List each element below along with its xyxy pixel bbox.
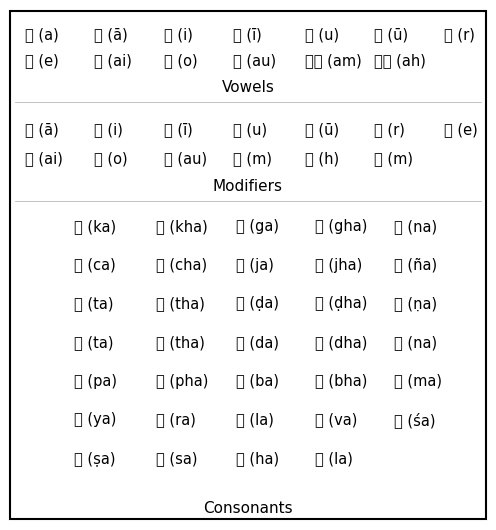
Text: घ (gha): घ (gha)	[315, 219, 368, 234]
Text: Consonants: Consonants	[203, 501, 293, 516]
Text: ड (ḍa): ड (ḍa)	[236, 296, 279, 311]
Text: अः (ah): अः (ah)	[374, 54, 427, 68]
Text: ध (dha): ध (dha)	[315, 335, 368, 350]
Text: ठ (tha): ठ (tha)	[156, 296, 205, 311]
Text: द (da): द (da)	[236, 335, 279, 350]
Text: ग (ga): ग (ga)	[236, 219, 279, 234]
Text: य (ya): य (ya)	[74, 412, 117, 427]
Text: ढ (ḍha): ढ (ḍha)	[315, 296, 368, 311]
Text: ई (ī): ई (ī)	[233, 27, 262, 42]
Text: थ (tha): थ (tha)	[156, 335, 205, 350]
Text: Vowels: Vowels	[222, 80, 274, 95]
Text: इ (i): इ (i)	[164, 27, 192, 42]
Text: ि (i): ि (i)	[94, 122, 123, 137]
Text: श (śa): श (śa)	[394, 412, 436, 428]
Text: ङ (na): ङ (na)	[394, 219, 437, 234]
Text: ा (ā): ा (ā)	[25, 122, 59, 137]
Text: ञ (ña): ञ (ña)	[394, 258, 437, 272]
Text: क (ka): क (ka)	[74, 219, 117, 234]
Text: च (ca): च (ca)	[74, 258, 116, 272]
Text: ट (ta): ट (ta)	[74, 296, 114, 311]
Text: ं (m): ं (m)	[233, 152, 272, 166]
Text: उ (u): उ (u)	[305, 27, 339, 42]
Text: ऋ (r): ऋ (r)	[444, 27, 475, 42]
Text: ख (kha): ख (kha)	[156, 219, 208, 234]
Text: ब (ba): ब (ba)	[236, 374, 279, 388]
Text: ु (u): ु (u)	[233, 122, 267, 137]
Text: भ (bha): भ (bha)	[315, 374, 368, 388]
Text: ऐ (ai): ऐ (ai)	[94, 54, 132, 68]
Text: ह (ha): ह (ha)	[236, 451, 279, 466]
Text: Modifiers: Modifiers	[213, 179, 283, 194]
Text: आ (ā): आ (ā)	[94, 27, 128, 42]
Text: ै (ai): ै (ai)	[25, 152, 62, 166]
Text: ओ (o): ओ (o)	[164, 54, 197, 68]
Text: त (ta): त (ta)	[74, 335, 114, 350]
Text: ष (ṣa): ष (ṣa)	[74, 451, 116, 466]
Text: व (va): व (va)	[315, 412, 357, 427]
Text: छ (cha): छ (cha)	[156, 258, 207, 272]
Text: े (e): े (e)	[444, 122, 478, 137]
Text: ू (ū): ू (ū)	[305, 122, 339, 137]
Text: फ (pha): फ (pha)	[156, 374, 209, 388]
Text: ण (ṇa): ण (ṇa)	[394, 296, 437, 311]
Text: स (sa): स (sa)	[156, 451, 198, 466]
Text: प (pa): प (pa)	[74, 374, 118, 388]
Text: ो (o): ो (o)	[94, 152, 128, 166]
Text: ऊ (ū): ऊ (ū)	[374, 27, 409, 42]
Text: ँ (m): ँ (m)	[374, 152, 414, 166]
Text: झ (jha): झ (jha)	[315, 258, 362, 272]
Text: ः (h): ः (h)	[305, 152, 339, 166]
Text: न (na): न (na)	[394, 335, 437, 350]
FancyBboxPatch shape	[10, 11, 486, 519]
Text: औ (au): औ (au)	[233, 54, 276, 68]
Text: ए (e): ए (e)	[25, 54, 59, 68]
Text: म (ma): म (ma)	[394, 374, 442, 388]
Text: ক (la): ক (la)	[315, 451, 353, 466]
Text: ल (la): ल (la)	[236, 412, 273, 427]
Text: र (ra): र (ra)	[156, 412, 196, 427]
Text: अ (a): अ (a)	[25, 27, 59, 42]
Text: ी (ī): ी (ī)	[164, 122, 192, 137]
Text: अं (am): अं (am)	[305, 54, 362, 68]
Text: ज (ja): ज (ja)	[236, 258, 273, 272]
Text: ौ (au): ौ (au)	[164, 152, 207, 166]
Text: ृ (r): ृ (r)	[374, 122, 405, 137]
